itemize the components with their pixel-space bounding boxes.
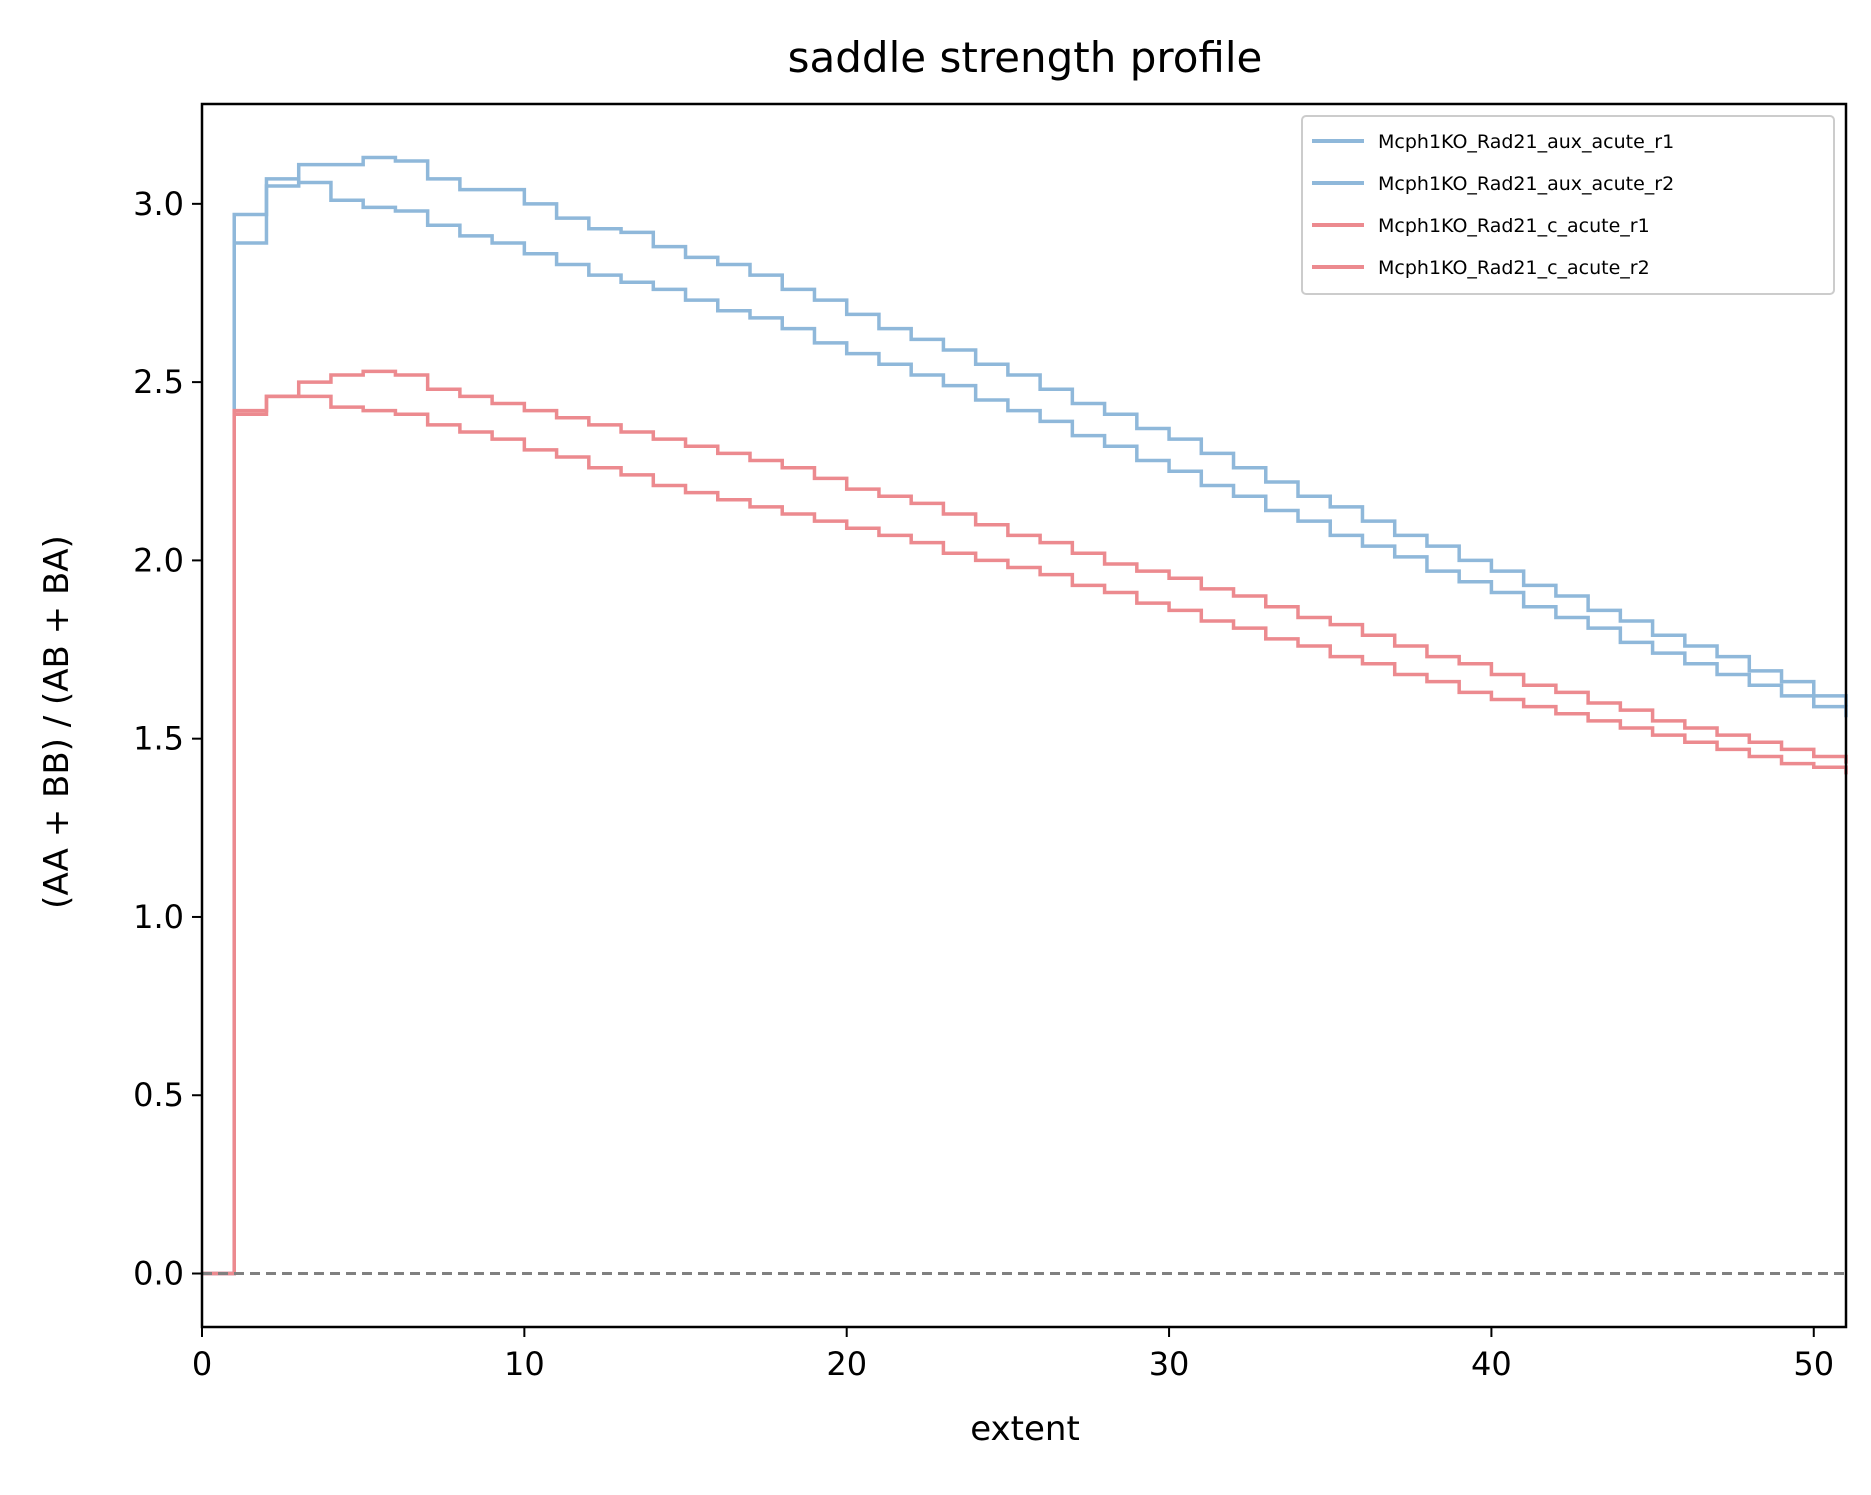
series-line-3: [202, 369, 1848, 1276]
x-axis-label: extent: [970, 1409, 1080, 1449]
y-tick-label: 0.0: [133, 1255, 184, 1293]
y-axis-label: (AA + BB) / (AB + BA): [37, 535, 77, 909]
legend-entry: Mcph1KO_Rad21_aux_acute_r2: [1378, 173, 1674, 195]
legend-entry: Mcph1KO_Rad21_c_acute_r2: [1378, 257, 1650, 279]
x-tick-label: 20: [826, 1345, 867, 1383]
plot-area: [200, 102, 1848, 1329]
y-tick-label: 1.5: [133, 720, 184, 758]
y-tick-label: 1.0: [133, 898, 184, 936]
y-tick-label: 3.0: [133, 185, 184, 223]
plot-frame: [200, 102, 1848, 1329]
x-tick-label: 30: [1149, 1345, 1190, 1383]
x-tick-label: 50: [1793, 1345, 1834, 1383]
y-axis: 0.0 0.5 1.0 1.5 2.0 2.5 3.0: [133, 185, 202, 1293]
series-line-4: [202, 394, 1848, 1276]
x-tick-label: 0: [192, 1345, 212, 1383]
x-tick-label: 10: [504, 1345, 545, 1383]
y-tick-label: 2.0: [133, 541, 184, 579]
legend: Mcph1KO_Rad21_aux_acute_r1 Mcph1KO_Rad21_…: [1301, 115, 1835, 295]
legend-entry: Mcph1KO_Rad21_c_acute_r1: [1378, 215, 1650, 237]
y-tick-label: 0.5: [133, 1076, 184, 1114]
series-line-2: [202, 177, 1848, 1276]
series-layer: [202, 155, 1848, 1276]
series-line-1: [202, 155, 1848, 1276]
y-tick-label: 2.5: [133, 363, 184, 401]
legend-entry: Mcph1KO_Rad21_aux_acute_r1: [1378, 131, 1674, 153]
chart-title: saddle strength profile: [788, 33, 1263, 82]
x-axis: 0 10 20 30 40 50: [192, 1327, 1834, 1383]
legend-box: [1301, 115, 1835, 295]
x-tick-label: 40: [1471, 1345, 1512, 1383]
